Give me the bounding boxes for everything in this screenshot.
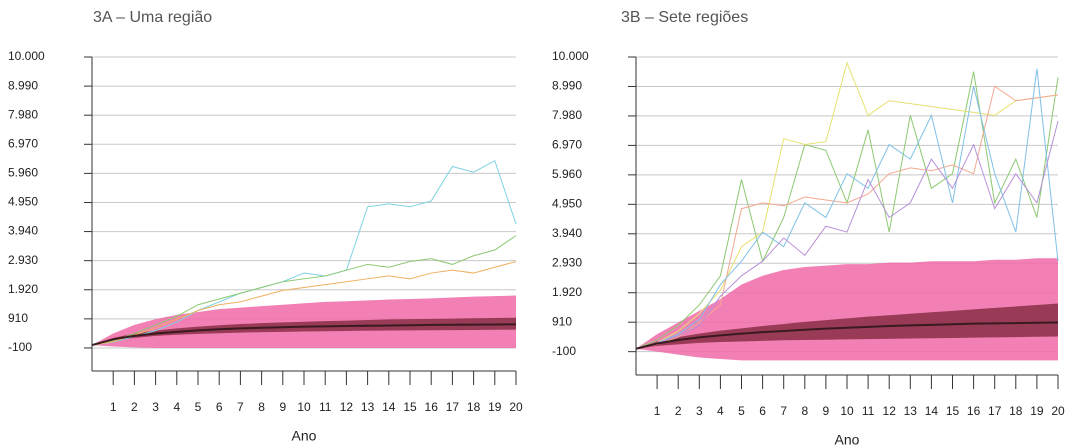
x-tick-label: 10 — [297, 400, 311, 414]
band — [636, 303, 1058, 349]
series-line — [635, 321, 1059, 350]
x-tick-label: 3 — [152, 400, 159, 414]
x-axis-label: Ano — [835, 432, 860, 445]
x-tick-label: 17 — [446, 400, 460, 414]
x-tick-label: 15 — [403, 400, 417, 414]
x-tick-label: 20 — [1051, 404, 1065, 418]
x-tick-label: 1 — [110, 400, 117, 414]
y-tick-label: 5.960 — [552, 167, 582, 181]
x-tick-label: 15 — [946, 404, 960, 418]
x-tick-label: 11 — [862, 404, 875, 418]
x-tick-label: 18 — [467, 400, 481, 414]
series-line — [635, 85, 1059, 350]
x-tick-label: 12 — [883, 404, 897, 418]
y-tick-label: 1.920 — [8, 282, 38, 296]
y-tick-label: 10.000 — [8, 49, 45, 63]
x-tick-label: 13 — [361, 400, 375, 414]
y-tick-label: 3.940 — [552, 226, 582, 240]
x-tick-label: 12 — [340, 400, 354, 414]
x-tick-label: 16 — [967, 404, 981, 418]
series-line — [635, 68, 1059, 350]
y-tick-label: 5.960 — [8, 166, 38, 180]
x-tick-label: 6 — [216, 400, 223, 414]
chart-title: 3B – Sete regiões — [621, 9, 748, 26]
x-tick-label: 2 — [675, 404, 682, 418]
y-tick-label: 4.950 — [8, 195, 38, 209]
y-tick-label: 6.970 — [552, 138, 582, 152]
x-tick-label: 2 — [131, 400, 138, 414]
x-tick-label: 7 — [780, 404, 787, 418]
series-line — [91, 159, 517, 346]
series-line — [91, 261, 517, 346]
chart-title: 3A – Uma região — [93, 9, 212, 26]
x-tick-label: 17 — [988, 404, 1002, 418]
y-tick-label: 7.980 — [8, 107, 38, 121]
x-tick-label: 19 — [488, 400, 502, 414]
x-tick-label: 8 — [258, 400, 265, 414]
series-line — [91, 323, 517, 347]
y-tick-label: 8.990 — [552, 79, 582, 93]
y-tick-label: 6.970 — [8, 136, 38, 150]
x-tick-label: 6 — [759, 404, 766, 418]
x-tick-label: 8 — [801, 404, 808, 418]
y-tick-label: -100 — [8, 340, 32, 354]
series-line — [635, 121, 1059, 350]
x-tick-label: 14 — [382, 400, 396, 414]
x-tick-label: 5 — [195, 400, 202, 414]
x-tick-label: 4 — [717, 404, 724, 418]
x-tick-label: 13 — [904, 404, 918, 418]
x-tick-label: 16 — [425, 400, 439, 414]
x-tick-label: 18 — [1009, 404, 1023, 418]
x-tick-label: 7 — [237, 400, 244, 414]
x-tick-label: 11 — [319, 400, 332, 414]
y-tick-label: -100 — [552, 344, 576, 358]
x-tick-label: 14 — [925, 404, 939, 418]
series-line — [91, 235, 517, 346]
y-tick-label: 8.990 — [8, 78, 38, 92]
x-tick-label: 10 — [840, 404, 854, 418]
x-tick-label: 4 — [173, 400, 180, 414]
y-tick-label: 2.930 — [8, 253, 38, 267]
y-tick-label: 1.920 — [552, 285, 582, 299]
x-tick-label: 1 — [654, 404, 661, 418]
x-tick-label: 9 — [823, 404, 830, 418]
y-tick-label: 7.980 — [552, 108, 582, 122]
x-axis-label: Ano — [292, 428, 317, 444]
y-tick-label: 3.940 — [8, 224, 38, 238]
y-tick-label: 910 — [552, 314, 572, 328]
x-tick-label: 5 — [738, 404, 745, 418]
x-tick-label: 9 — [279, 400, 286, 414]
x-tick-label: 3 — [696, 404, 703, 418]
y-tick-label: 10.000 — [552, 49, 589, 63]
y-tick-label: 910 — [8, 311, 28, 325]
x-tick-label: 20 — [509, 400, 523, 414]
x-tick-label: 19 — [1030, 404, 1044, 418]
y-tick-label: 4.950 — [552, 197, 582, 211]
y-tick-label: 2.930 — [552, 255, 582, 269]
